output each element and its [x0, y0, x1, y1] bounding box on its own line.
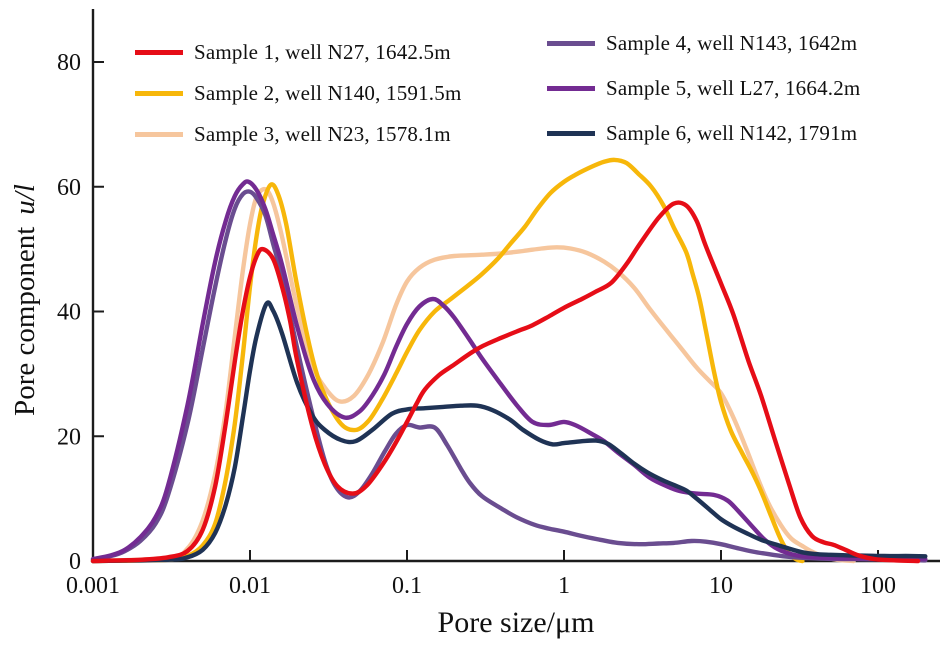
legend-line-swatch: [547, 40, 595, 46]
legend-label: Sample 2, well N140, 1591.5m: [194, 80, 462, 105]
x-tick-label: 1: [558, 573, 570, 599]
series-line-sample-5: [90, 179, 928, 562]
legend-item-sample-6: Sample 6, well N142, 1791m: [547, 121, 857, 145]
y-tick-label: 60: [57, 175, 81, 201]
series-line-sample-4: [90, 189, 928, 563]
legend-item-sample-1: Sample 1, well N27, 1642.5m: [135, 40, 451, 64]
y-tick-label: 40: [57, 300, 81, 326]
y-axis-title: Pore componentu/l: [9, 184, 41, 416]
y-tick-label: 0: [69, 549, 81, 575]
series-line-sample-2: [90, 157, 805, 564]
legend-line-swatch: [135, 90, 183, 96]
x-axis-title: Pore size/μm: [438, 606, 595, 639]
series-line-sample-1: [90, 200, 921, 564]
legend-label: Sample 6, well N142, 1791m: [606, 120, 858, 145]
legend-item-sample-2: Sample 2, well N140, 1591.5m: [135, 81, 462, 105]
legend-label: Sample 5, well L27, 1664.2m: [606, 75, 861, 100]
legend-line-swatch: [547, 130, 595, 136]
x-tick-label: 100: [860, 573, 896, 599]
y-tick-label: 80: [57, 50, 81, 76]
legend-item-sample-5: Sample 5, well L27, 1664.2m: [547, 76, 860, 100]
legend-line-swatch: [547, 85, 595, 91]
x-tick-label: 10: [709, 573, 733, 599]
legend-label: Sample 1, well N27, 1642.5m: [194, 39, 451, 64]
legend-label: Sample 4, well N143, 1642m: [606, 30, 858, 55]
legend-line-swatch: [135, 131, 183, 137]
x-tick-label: 0.001: [66, 573, 120, 599]
legend-item-sample-3: Sample 3, well N23, 1578.1m: [135, 122, 451, 146]
legend-line-swatch: [135, 49, 183, 55]
x-tick-label: 0.1: [392, 573, 422, 599]
legend-label: Sample 3, well N23, 1578.1m: [194, 121, 451, 146]
legend-item-sample-4: Sample 4, well N143, 1642m: [547, 31, 857, 55]
x-tick-label: 0.01: [229, 573, 271, 599]
y-tick-label: 20: [57, 424, 81, 450]
series-line-sample-6: [90, 300, 928, 564]
series-line-sample-3: [90, 186, 856, 564]
